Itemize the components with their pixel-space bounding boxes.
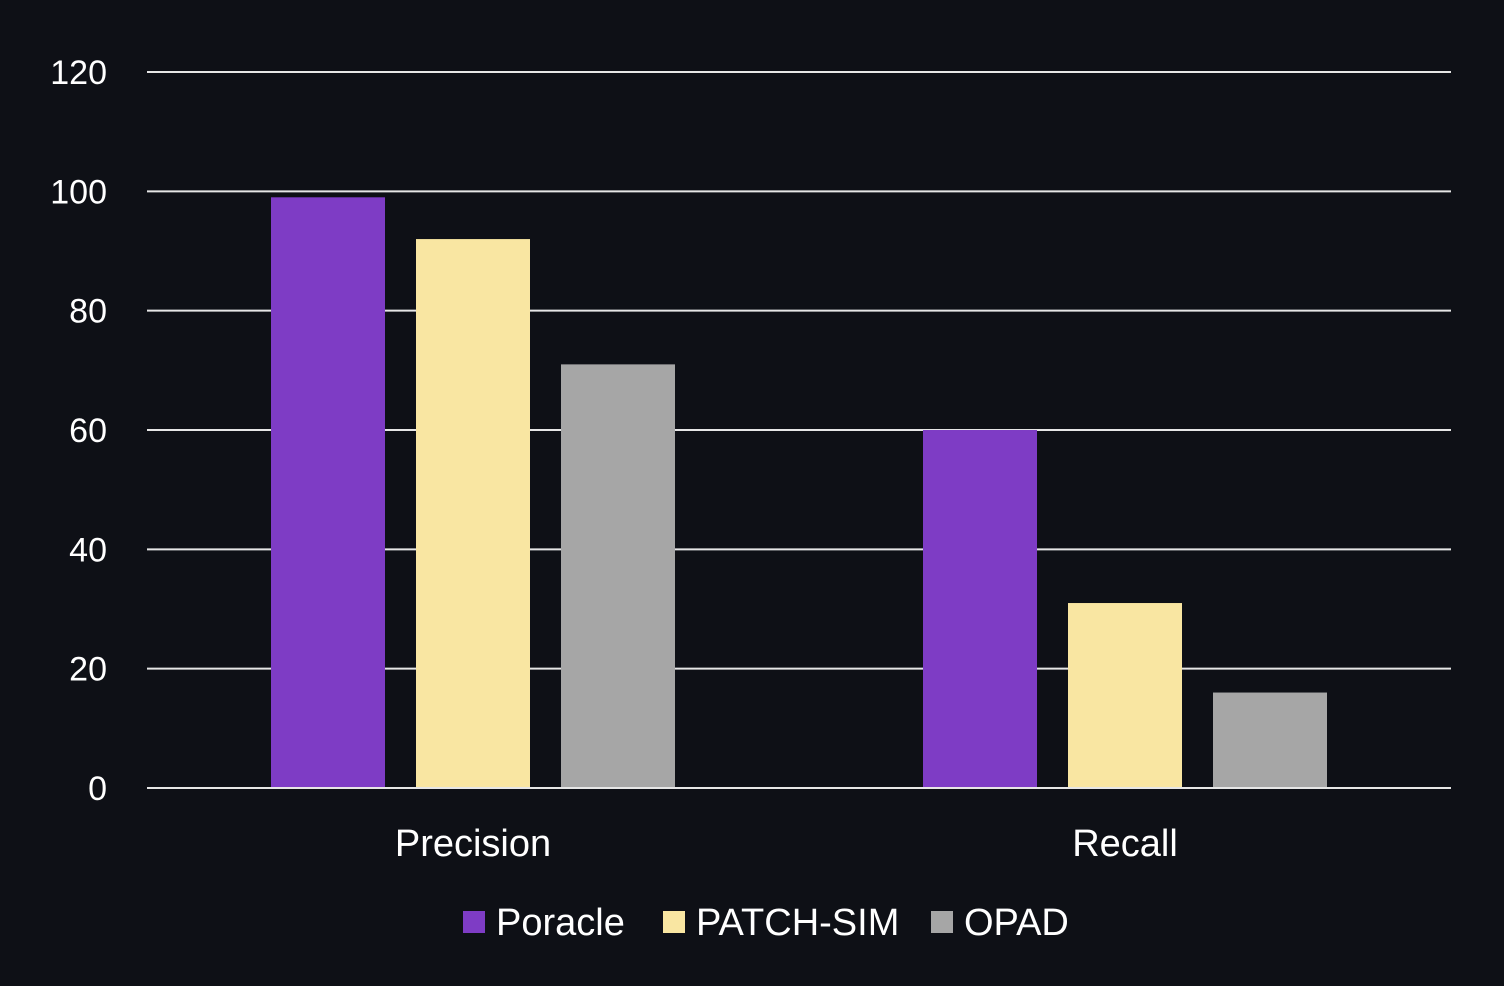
y-tick-label: 60: [69, 412, 107, 450]
x-category-label: Recall: [1072, 823, 1178, 865]
bar-patch-sim-precision: [416, 239, 530, 789]
legend-label: PATCH-SIM: [696, 902, 899, 944]
legend-item-patch-sim: PATCH-SIM: [663, 902, 899, 944]
y-tick-label: 40: [69, 531, 107, 569]
bar-poracle-precision: [271, 197, 385, 789]
legend-label: Poracle: [496, 902, 625, 944]
legend-item-opad: OPAD: [931, 902, 1069, 944]
y-tick-label: 100: [50, 173, 107, 211]
legend: Poracle PATCH-SIM OPAD: [463, 902, 1069, 944]
legend-swatch: [931, 911, 953, 933]
y-tick-label: 0: [88, 770, 107, 808]
bars: [147, 197, 1451, 789]
y-tick-label: 120: [50, 54, 107, 92]
legend-item-poracle: Poracle: [463, 902, 625, 944]
x-category-label: Precision: [395, 823, 551, 865]
y-tick-label: 80: [69, 293, 107, 331]
bar-patch-sim-recall: [1068, 603, 1182, 788]
legend-label: OPAD: [964, 902, 1069, 944]
bar-opad-recall: [1213, 692, 1327, 788]
bar-opad-precision: [561, 364, 675, 788]
legend-swatch: [463, 911, 485, 933]
bar-poracle-recall: [923, 430, 1037, 788]
x-axis-category-labels: Precision Recall: [395, 823, 1178, 865]
y-axis-tick-labels: 0 20 40 60 80 100 120: [50, 54, 107, 808]
legend-swatch: [663, 911, 685, 933]
y-tick-label: 20: [69, 651, 107, 689]
